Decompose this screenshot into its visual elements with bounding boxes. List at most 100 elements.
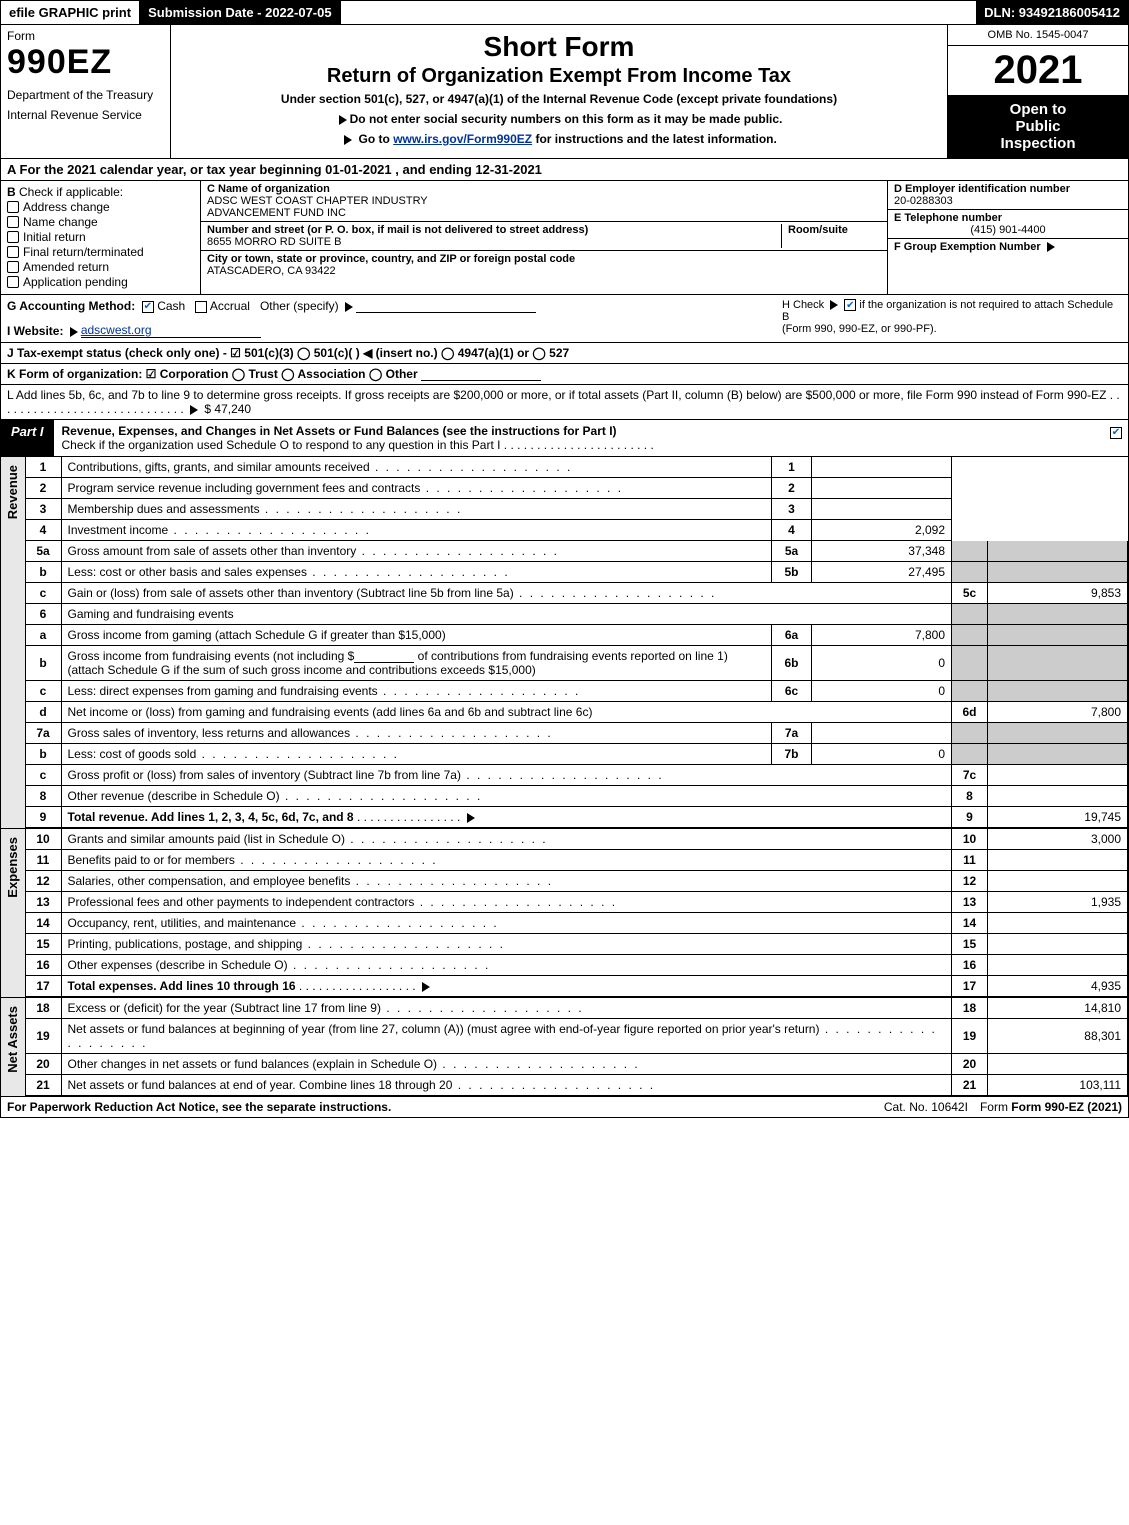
expenses-section: Expenses 10Grants and similar amounts pa… [0, 829, 1129, 998]
part-i-title: Revenue, Expenses, and Changes in Net As… [54, 420, 1104, 456]
triangle-icon [344, 135, 352, 145]
col-def: D Employer identification number 20-0288… [888, 181, 1128, 294]
lv [988, 1054, 1128, 1075]
checkbox-icon[interactable] [7, 261, 19, 273]
line-6d: dNet income or (loss) from gaming and fu… [25, 702, 1128, 723]
ln: a [25, 625, 61, 646]
c-name-key: C Name of organization [207, 183, 881, 195]
bullet-ssn-text: Do not enter social security numbers on … [350, 112, 783, 126]
ld: Membership dues and assessments [61, 499, 772, 520]
cb-name-change[interactable]: Name change [7, 215, 194, 229]
open-line-1: Open to [952, 101, 1124, 118]
l-text: L Add lines 5b, 6c, and 7b to line 9 to … [7, 388, 1120, 416]
g-other-line[interactable] [356, 312, 536, 313]
k-other-line[interactable] [421, 380, 541, 381]
netassets-label: Net Assets [1, 998, 25, 1096]
expenses-table: 10Grants and similar amounts paid (list … [25, 829, 1129, 997]
shade [988, 604, 1128, 625]
triangle-icon [339, 115, 347, 125]
ln: 1 [25, 457, 61, 478]
col-b: B Check if applicable: Address change Na… [1, 181, 201, 294]
checkbox-icon[interactable] [7, 231, 19, 243]
sv: 37,348 [812, 541, 952, 562]
shade [988, 562, 1128, 583]
goto-pre: Go to [359, 132, 394, 146]
c-street-key: Number and street (or P. O. box, if mail… [207, 224, 781, 236]
ld: Less: direct expenses from gaming and fu… [61, 681, 772, 702]
line-16: 16Other expenses (describe in Schedule O… [25, 955, 1128, 976]
form-word: Form [7, 29, 164, 43]
col-c: C Name of organization ADSC WEST COAST C… [201, 181, 888, 294]
bullet-goto: Go to www.irs.gov/Form990EZ for instruct… [179, 132, 939, 146]
cb-address-change[interactable]: Address change [7, 200, 194, 214]
part-i-sub: Check if the organization used Schedule … [62, 438, 654, 452]
cb-application-pending[interactable]: Application pending [7, 275, 194, 289]
lv: 2,092 [812, 520, 952, 541]
ld: Gross profit or (loss) from sales of inv… [61, 765, 952, 786]
line-14: 14Occupancy, rent, utilities, and mainte… [25, 913, 1128, 934]
line-6b: bGross income from fundraising events (n… [25, 646, 1128, 681]
ld: Investment income [61, 520, 772, 541]
lv [988, 850, 1128, 871]
ln: b [25, 562, 61, 583]
revenue-label-text: Revenue [5, 457, 20, 527]
rn: 17 [952, 976, 988, 997]
checkbox-icon[interactable] [7, 216, 19, 228]
c-room-key: Room/suite [788, 224, 881, 236]
triangle-icon [70, 327, 78, 337]
checkbox-h-icon[interactable] [844, 299, 856, 311]
cb-amended-return[interactable]: Amended return [7, 260, 194, 274]
triangle-icon [1047, 242, 1055, 252]
ld: Net assets or fund balances at end of ye… [61, 1075, 952, 1096]
line-17: 17Total expenses. Add lines 10 through 1… [25, 976, 1128, 997]
ld: Contributions, gifts, grants, and simila… [61, 457, 772, 478]
line-11: 11Benefits paid to or for members11 [25, 850, 1128, 871]
omb-number: OMB No. 1545-0047 [948, 25, 1128, 46]
ld: Total revenue. Add lines 1, 2, 3, 4, 5c,… [61, 807, 952, 828]
lv: 88,301 [988, 1019, 1128, 1054]
rn: 19 [952, 1019, 988, 1054]
ld: Gross sales of inventory, less returns a… [61, 723, 772, 744]
c-org-name: C Name of organization ADSC WEST COAST C… [201, 181, 887, 222]
ln: 16 [25, 955, 61, 976]
cb-final-return[interactable]: Final return/terminated [7, 245, 194, 259]
ln: 5a [25, 541, 61, 562]
cb-initial-return[interactable]: Initial return [7, 230, 194, 244]
triangle-icon [345, 302, 353, 312]
i-label: I Website: [7, 324, 63, 338]
row-a-tax-year: A For the 2021 calendar year, or tax yea… [0, 159, 1129, 181]
checkbox-accrual-icon[interactable] [195, 301, 207, 313]
shade [952, 723, 988, 744]
checkbox-cash-icon[interactable] [142, 301, 154, 313]
line-5c: cGain or (loss) from sale of assets othe… [25, 583, 1128, 604]
ld: Gross amount from sale of assets other t… [68, 544, 560, 558]
checkbox-icon[interactable] [7, 246, 19, 258]
row-l: L Add lines 5b, 6c, and 7b to line 9 to … [0, 385, 1129, 420]
ln: 18 [25, 998, 61, 1019]
shade [988, 646, 1128, 681]
checkbox-icon[interactable] [7, 276, 19, 288]
ln: c [25, 583, 61, 604]
ld: Other changes in net assets or fund bala… [61, 1054, 952, 1075]
g-accounting: G Accounting Method: Cash Accrual Other … [7, 299, 782, 338]
rn: 18 [952, 998, 988, 1019]
irs-link[interactable]: www.irs.gov/Form990EZ [393, 132, 532, 146]
ld: Excess or (deficit) for the year (Subtra… [61, 998, 952, 1019]
shade [952, 562, 988, 583]
checkbox-icon[interactable] [7, 201, 19, 213]
rn: 6d [952, 702, 988, 723]
netassets-section: Net Assets 18Excess or (deficit) for the… [0, 998, 1129, 1097]
line-21: 21Net assets or fund balances at end of … [25, 1075, 1128, 1096]
rn: 16 [952, 955, 988, 976]
lv: 9,853 [988, 583, 1128, 604]
lv [812, 499, 952, 520]
efile-label[interactable]: efile GRAPHIC print [1, 1, 140, 24]
shade [952, 744, 988, 765]
line-1: 1Contributions, gifts, grants, and simil… [25, 457, 1128, 478]
title-return: Return of Organization Exempt From Incom… [179, 65, 939, 88]
checkbox-parti-icon[interactable] [1110, 427, 1122, 439]
triangle-icon [422, 982, 430, 992]
website-link[interactable]: adscwest.org [81, 323, 261, 338]
b-label: B [7, 185, 16, 199]
header-left: Form 990EZ Department of the Treasury In… [1, 25, 171, 158]
